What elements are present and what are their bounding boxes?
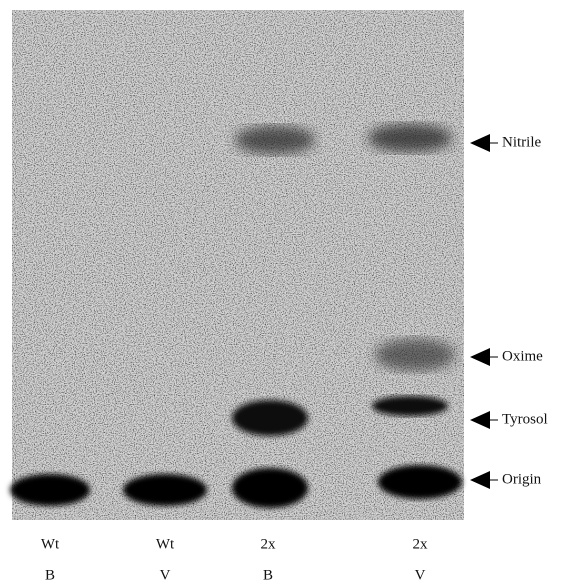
band	[10, 474, 90, 506]
gel	[10, 10, 464, 520]
arrow	[470, 411, 490, 429]
band	[232, 400, 308, 436]
band	[368, 124, 452, 152]
markers: Nitrile Oxime Tyrosol Origin	[470, 134, 548, 489]
lane-treatment: V	[415, 567, 426, 580]
arrow	[470, 348, 490, 366]
lane-genotype: 2x	[261, 536, 277, 552]
band	[375, 339, 455, 371]
marker-label: Oxime	[502, 348, 543, 364]
band	[232, 468, 308, 508]
marker-label: Tyrosol	[502, 411, 548, 427]
gel-background	[12, 10, 464, 520]
arrow	[470, 471, 490, 489]
arrow	[470, 134, 490, 152]
marker-label: Nitrile	[502, 134, 541, 150]
band	[378, 465, 462, 499]
lane-genotype: Wt	[156, 536, 175, 552]
band	[123, 474, 207, 506]
lane-genotype: 2x	[413, 536, 429, 552]
lane-treatment: V	[160, 567, 171, 580]
band	[235, 126, 315, 154]
band	[372, 396, 448, 416]
lane-treatment: B	[263, 567, 273, 580]
lane-labels: Wt B Wt V 2x B 2x V	[41, 536, 428, 580]
marker-label: Origin	[502, 471, 542, 487]
lane-treatment: B	[45, 567, 55, 580]
lane-genotype: Wt	[41, 536, 60, 552]
